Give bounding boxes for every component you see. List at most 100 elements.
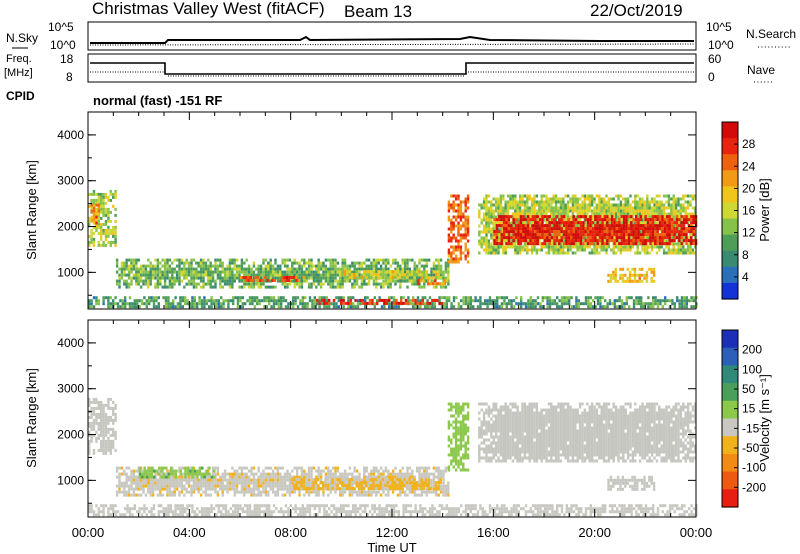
power-cell (430, 279, 433, 283)
power-cell (149, 264, 152, 268)
power-cell (271, 264, 275, 268)
power-cell (226, 276, 229, 280)
power-cell (102, 213, 105, 217)
power-cell (516, 215, 519, 219)
power-cell (605, 200, 608, 204)
power-cell (457, 206, 460, 210)
power-cell (212, 302, 216, 306)
power-data-region-1 (90, 203, 101, 228)
power-cell (495, 236, 499, 240)
power-cell (102, 240, 105, 244)
power-cell (358, 261, 361, 265)
power-cell (536, 227, 539, 231)
power-cell (316, 298, 319, 302)
power-cell (411, 282, 414, 286)
power-cell (694, 236, 697, 240)
power-cell (434, 282, 437, 286)
power-cell (100, 204, 103, 208)
power-cell (655, 245, 659, 249)
power-cell (403, 270, 407, 274)
power-cell (638, 230, 642, 234)
power-cell (423, 264, 426, 268)
power-cell (118, 273, 121, 277)
power-cell (527, 305, 530, 309)
power-cell (530, 203, 534, 207)
power-cell (605, 209, 608, 213)
velocity-cell (187, 484, 191, 488)
power-cell (298, 270, 301, 274)
power-cell (554, 200, 558, 204)
power-cell (596, 230, 599, 234)
power-cell (658, 200, 661, 204)
power-cell (210, 296, 213, 300)
power-cell (154, 267, 157, 271)
power-cell (343, 276, 347, 280)
power-cell (691, 206, 695, 210)
power-cell (385, 301, 388, 305)
power-cell (649, 221, 652, 225)
power-cell (204, 273, 208, 277)
power-cell (528, 209, 531, 213)
power-colorbar-tick-label: 16 (742, 204, 756, 218)
power-cell (432, 261, 436, 265)
power-cell (514, 200, 517, 204)
power-cell (541, 227, 544, 231)
power-cell (485, 230, 488, 234)
power-cell (526, 203, 529, 207)
power-cell (485, 227, 488, 231)
power-cell (686, 206, 690, 210)
power-cell (613, 233, 616, 237)
power-cell (686, 248, 690, 252)
power-cell (401, 258, 404, 262)
power-cell (344, 301, 348, 305)
power-cell (594, 305, 597, 309)
power-cell (90, 218, 93, 222)
power-cell (254, 276, 257, 279)
power-cell (407, 301, 410, 305)
power-cell (593, 245, 596, 249)
power-cell (661, 221, 664, 225)
power-cell (654, 299, 657, 303)
power-cell (452, 227, 455, 231)
velocity-cell (115, 484, 119, 488)
power-cell (356, 299, 360, 303)
power-cell (538, 203, 541, 207)
power-cell (678, 302, 681, 306)
power-cell (558, 227, 561, 231)
power-cell (180, 267, 184, 271)
power-cell (589, 242, 592, 246)
power-cell (614, 194, 618, 198)
power-cell (310, 270, 313, 274)
power-cell (387, 267, 390, 271)
power-cell (315, 285, 318, 289)
power-cell (286, 258, 289, 262)
power-cell (565, 230, 568, 234)
power-cell (307, 258, 311, 262)
power-cell (632, 242, 635, 246)
power-cell (450, 257, 453, 261)
power-cell (433, 298, 436, 302)
power-cell (375, 258, 378, 262)
power-cell (223, 282, 227, 286)
power-cell (615, 236, 619, 240)
power-cell (613, 224, 616, 228)
velocity-cell (97, 406, 100, 410)
velocity-cell (147, 481, 150, 485)
power-cell (595, 248, 599, 252)
power-cell (265, 299, 268, 303)
power-cell (348, 276, 351, 280)
power-cell (582, 242, 585, 246)
power-cell (574, 233, 578, 237)
power-cell (538, 221, 542, 225)
power-cell (401, 276, 404, 280)
power-cell (586, 206, 589, 210)
power-cell (536, 239, 539, 243)
velocity-cell (147, 490, 150, 494)
power-cell (364, 301, 367, 305)
power-cell (440, 296, 444, 300)
power-cell (592, 305, 595, 309)
power-cell (535, 200, 539, 204)
power-cell (382, 282, 385, 286)
power-cell (680, 233, 683, 237)
power-cell (552, 197, 555, 201)
